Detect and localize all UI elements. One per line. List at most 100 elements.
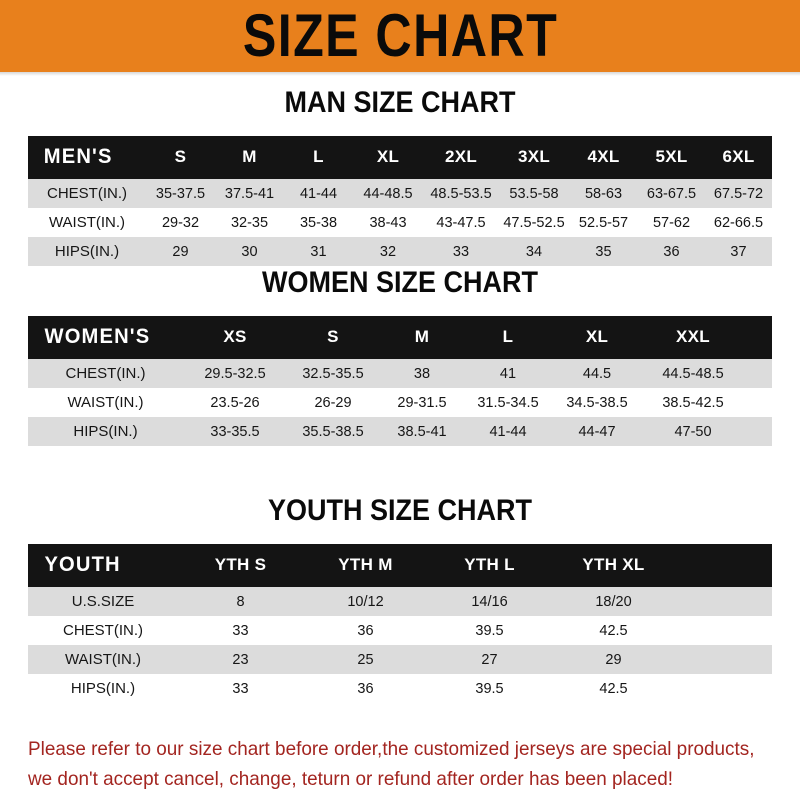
youth-cell-3-3: 42.5 <box>599 680 628 697</box>
youth-row-label-3: HIPS(IN.) <box>70 680 136 697</box>
men-cell-2-2: 31 <box>310 243 327 260</box>
women-cell-2-4: 44-47 <box>578 423 616 440</box>
men-table-header-row: MEN'S S M L XL 2XL 3XL 4XL 5XL 6XL <box>28 136 772 179</box>
men-size-col-4: 2XL <box>444 147 478 166</box>
youth-cell-3-0: 33 <box>232 680 249 697</box>
men-cell-2-6: 35 <box>595 243 612 260</box>
men-cell-2-1: 30 <box>241 243 258 260</box>
order-policy-note: Please refer to our size chart before or… <box>28 734 754 794</box>
men-cell-2-8: 37 <box>730 243 747 260</box>
youth-cell-0-1: 10/12 <box>347 593 384 610</box>
youth-header-spacer <box>676 544 772 587</box>
women-cell-2-1: 35.5-38.5 <box>302 423 364 440</box>
table-row: CHEST(IN.) 29.5-32.5 32.5-35.5 38 41 44.… <box>28 359 772 388</box>
men-cell-1-3: 38-43 <box>369 214 407 231</box>
men-size-col-0: S <box>174 147 187 166</box>
men-row-label-1: WAIST(IN.) <box>48 214 126 231</box>
women-cell-1-2: 29-31.5 <box>397 394 447 411</box>
women-row-spacer <box>743 359 772 388</box>
men-cell-0-4: 48.5-53.5 <box>430 185 492 202</box>
women-cell-2-3: 41-44 <box>489 423 527 440</box>
youth-size-table: YOUTH YTH S YTH M YTH L YTH XL U.S.SIZE … <box>28 544 772 703</box>
men-cell-0-0: 35-37.5 <box>155 185 206 202</box>
women-cell-1-0: 23.5-26 <box>210 394 260 411</box>
men-size-table: MEN'S S M L XL 2XL 3XL 4XL 5XL 6XL CHEST… <box>28 136 772 266</box>
men-cell-0-7: 63-67.5 <box>646 185 697 202</box>
youth-row-spacer <box>676 616 772 645</box>
men-cell-0-8: 67.5-72 <box>713 185 764 202</box>
women-size-col-0: XS <box>223 327 247 346</box>
youth-row-spacer <box>676 645 772 674</box>
men-cell-0-6: 58-63 <box>584 185 623 202</box>
header-banner: SIZE CHART <box>0 0 800 72</box>
youth-cell-0-0: 8 <box>236 593 245 610</box>
women-cell-0-0: 29.5-32.5 <box>204 365 266 382</box>
women-row-label-2: HIPS(IN.) <box>73 423 138 440</box>
men-corner-label: MEN'S <box>43 145 113 168</box>
page-title: SIZE CHART <box>242 2 558 70</box>
men-cell-2-7: 36 <box>663 243 680 260</box>
women-cell-0-4: 44.5 <box>582 365 612 382</box>
women-row-label-0: CHEST(IN.) <box>65 365 146 382</box>
order-policy-line-1: Please refer to our size chart before or… <box>28 738 755 760</box>
women-row-spacer <box>743 388 772 417</box>
men-size-col-3: XL <box>376 147 400 166</box>
men-cell-1-4: 43-47.5 <box>436 214 486 231</box>
women-cell-0-3: 41 <box>499 365 517 382</box>
men-cell-1-2: 35-38 <box>299 214 338 231</box>
youth-table-header-row: YOUTH YTH S YTH M YTH L YTH XL <box>28 544 772 587</box>
women-size-col-2: M <box>414 327 430 346</box>
women-cell-2-2: 38.5-41 <box>397 423 447 440</box>
women-cell-0-5: 44.5-48.5 <box>662 365 724 382</box>
table-row: WAIST(IN.) 23.5-26 26-29 29-31.5 31.5-34… <box>28 388 772 417</box>
men-row-label-2: HIPS(IN.) <box>54 243 120 260</box>
women-cell-1-3: 31.5-34.5 <box>477 394 539 411</box>
women-cell-1-4: 34.5-38.5 <box>566 394 628 411</box>
men-cell-2-4: 33 <box>452 243 470 260</box>
men-cell-0-2: 41-44 <box>299 185 338 202</box>
youth-size-col-3: YTH XL <box>582 555 645 574</box>
youth-cell-2-1: 25 <box>357 651 374 668</box>
women-header-spacer <box>743 316 772 359</box>
women-cell-1-5: 38.5-42.5 <box>662 394 724 411</box>
men-size-col-8: 6XL <box>722 147 755 166</box>
men-size-col-2: L <box>313 147 324 166</box>
women-cell-0-1: 32.5-35.5 <box>302 365 364 382</box>
men-cell-1-5: 47.5-52.5 <box>503 214 565 231</box>
men-cell-0-1: 37.5-41 <box>224 185 275 202</box>
table-row: HIPS(IN.) 33-35.5 35.5-38.5 38.5-41 41-4… <box>28 417 772 446</box>
men-cell-1-8: 62-66.5 <box>713 214 764 231</box>
women-row-spacer <box>743 417 772 446</box>
women-size-col-3: L <box>502 327 514 346</box>
youth-cell-0-3: 18/20 <box>595 593 632 610</box>
men-cell-1-6: 52.5-57 <box>578 214 629 231</box>
youth-size-col-2: YTH L <box>464 555 515 574</box>
youth-row-label-1: CHEST(IN.) <box>63 622 143 639</box>
men-size-col-7: 5XL <box>655 147 688 166</box>
women-row-label-1: WAIST(IN.) <box>67 394 144 411</box>
women-cell-2-0: 33-35.5 <box>210 423 260 440</box>
women-size-table: WOMEN'S XS S M L XL XXL CHEST(IN.) 29.5-… <box>28 316 772 446</box>
youth-cell-0-2: 14/16 <box>471 593 508 610</box>
youth-cell-1-2: 39.5 <box>475 622 504 639</box>
youth-size-col-1: YTH M <box>338 555 393 574</box>
table-row: HIPS(IN.) 29 30 31 32 33 34 35 36 37 <box>28 237 772 266</box>
men-cell-0-5: 53.5-58 <box>509 185 559 202</box>
youth-cell-3-2: 39.5 <box>475 680 504 697</box>
women-cell-1-1: 26-29 <box>314 394 352 411</box>
youth-corner-label: YOUTH <box>44 553 121 576</box>
men-cell-1-1: 32-35 <box>230 214 269 231</box>
men-cell-1-7: 57-62 <box>652 214 691 231</box>
youth-cell-2-2: 27 <box>481 651 498 668</box>
women-cell-2-5: 47-50 <box>674 423 712 440</box>
women-size-col-4: XL <box>585 327 609 346</box>
youth-size-col-0: YTH S <box>214 555 267 574</box>
table-row: U.S.SIZE 8 10/12 14/16 18/20 <box>28 587 772 616</box>
youth-cell-1-0: 33 <box>232 622 249 639</box>
table-row: WAIST(IN.) 23 25 27 29 <box>28 645 772 674</box>
men-cell-0-3: 44-48.5 <box>363 185 413 202</box>
banner-shadow <box>0 72 800 76</box>
men-cell-2-5: 34 <box>525 243 543 260</box>
women-cell-0-2: 38 <box>413 365 431 382</box>
